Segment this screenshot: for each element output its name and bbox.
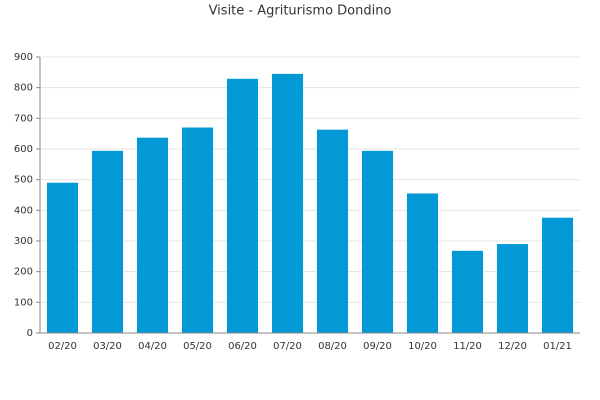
x-tick-label: 11/20	[453, 341, 482, 352]
y-tick-label: 500	[14, 175, 33, 186]
bar	[136, 137, 169, 333]
y-tick-label: 100	[14, 297, 33, 308]
x-tick-label: 12/20	[498, 341, 527, 352]
x-tick-label: 07/20	[273, 341, 302, 352]
x-tick-label: 03/20	[93, 341, 122, 352]
bar	[361, 150, 394, 333]
bar	[91, 150, 124, 333]
bar	[451, 250, 484, 333]
y-tick-label: 700	[14, 113, 33, 124]
x-tick-label: 04/20	[138, 341, 167, 352]
y-tick-label: 900	[14, 52, 33, 63]
x-tick-label: 10/20	[408, 341, 437, 352]
y-tick-label: 600	[14, 144, 33, 155]
x-tick-label: 02/20	[48, 341, 77, 352]
bar	[541, 217, 574, 333]
y-tick-label: 300	[14, 236, 33, 247]
x-tick-label: 01/21	[543, 341, 572, 352]
y-tick-label: 800	[14, 83, 33, 94]
x-tick-label: 05/20	[183, 341, 212, 352]
bar	[271, 73, 304, 333]
x-tick-label: 08/20	[318, 341, 347, 352]
bar	[46, 182, 79, 333]
x-tick-label: 09/20	[363, 341, 392, 352]
bar	[181, 127, 214, 334]
x-tick-label: 06/20	[228, 341, 257, 352]
chart-title: Visite - Agriturismo Dondino	[209, 4, 392, 19]
bar	[226, 78, 259, 333]
bar	[316, 129, 349, 333]
bar	[406, 193, 439, 333]
bar	[496, 244, 529, 333]
y-tick-label: 0	[27, 328, 33, 339]
y-tick-label: 400	[14, 205, 33, 216]
y-tick-label: 200	[14, 267, 33, 278]
